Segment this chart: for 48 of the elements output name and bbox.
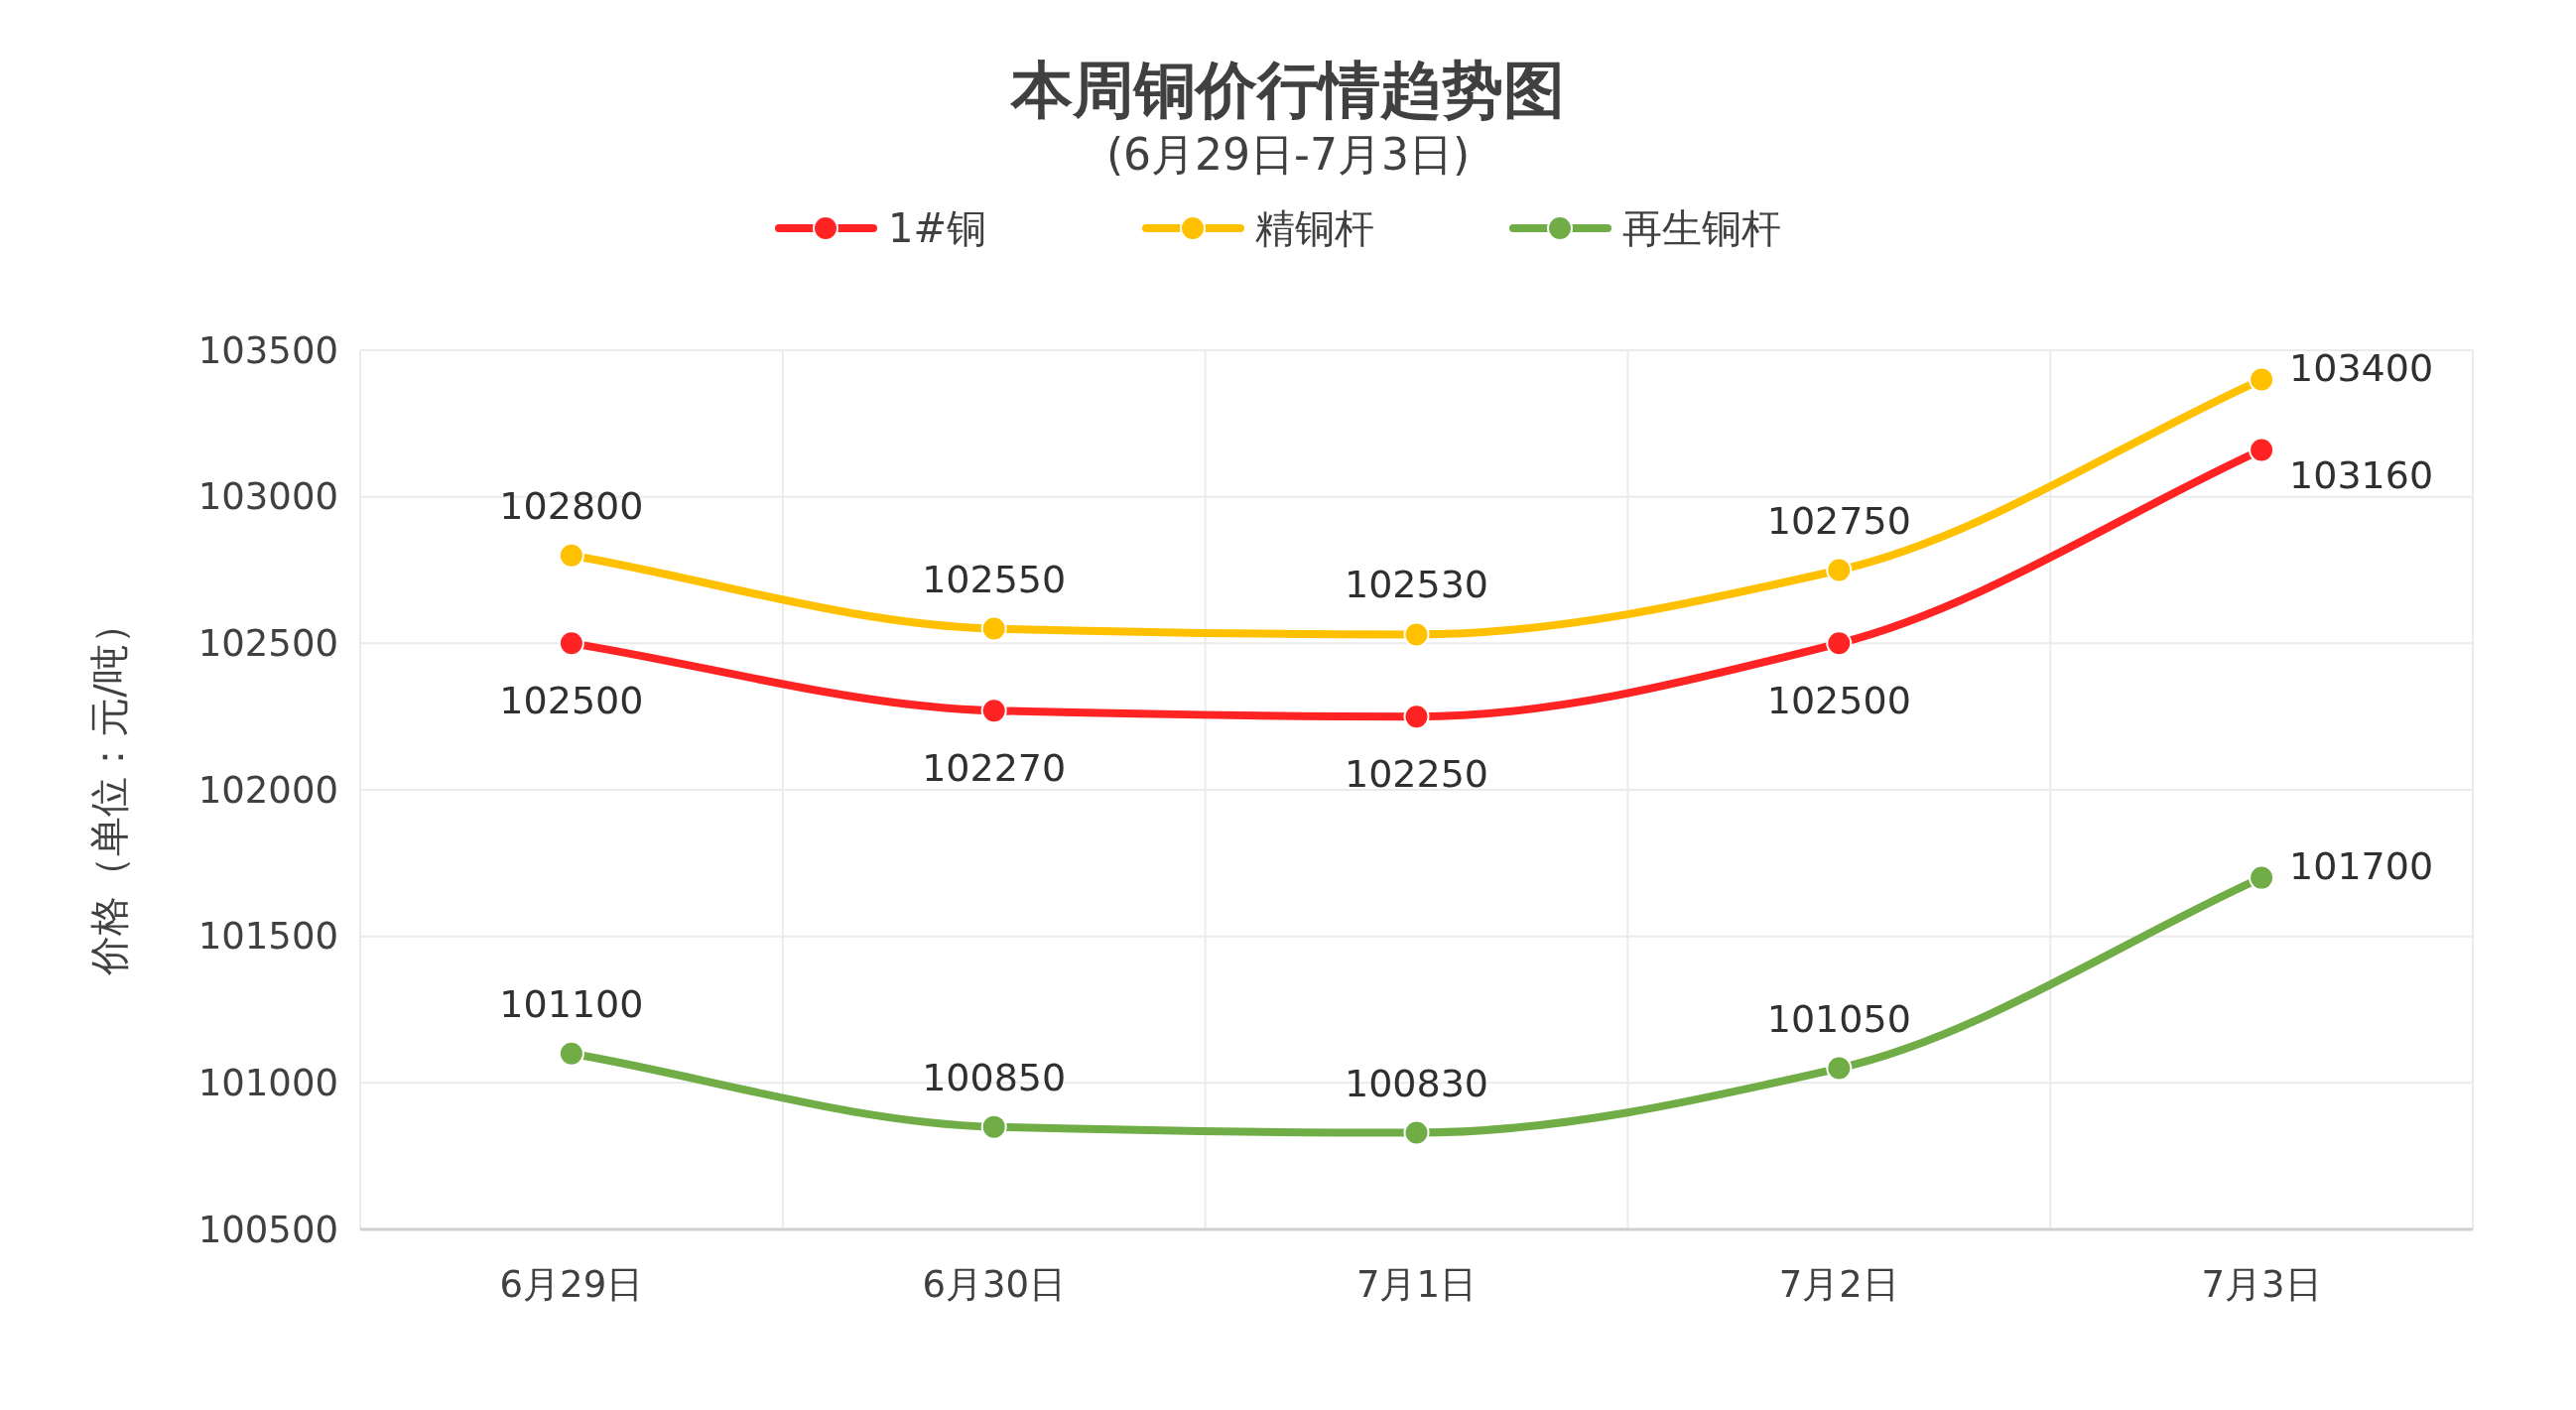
legend-label: 精铜杆 [1255, 205, 1374, 251]
point [2249, 437, 2275, 463]
point [1403, 621, 1430, 648]
point [2249, 366, 2275, 393]
legend-label: 1#铜 [888, 205, 986, 251]
point [558, 630, 584, 657]
data-label: 100830 [1344, 1061, 1489, 1105]
point [1403, 1119, 1430, 1146]
point [1826, 1055, 1853, 1082]
y-tick-label: 102000 [197, 768, 338, 812]
point [2249, 864, 2275, 891]
data-label: 102530 [1344, 563, 1489, 607]
data-label: 101700 [2289, 843, 2434, 888]
point [980, 698, 1007, 724]
data-label: 102500 [1766, 679, 1911, 723]
point [558, 1040, 584, 1067]
point [1826, 630, 1853, 657]
data-label: 102250 [1344, 752, 1489, 797]
point [1826, 557, 1853, 583]
chart-title: 本周铜价行情趋势图 [1009, 53, 1565, 126]
y-tick-label: 102500 [197, 621, 338, 665]
data-label: 102550 [922, 557, 1067, 601]
x-tick-label: 7月1日 [1355, 1262, 1478, 1306]
y-axis-title: 价格（单位：元/吨） [86, 604, 132, 976]
data-label: 101100 [499, 981, 644, 1026]
y-tick-label: 103500 [197, 328, 338, 372]
point [558, 542, 584, 569]
data-label: 100850 [922, 1055, 1067, 1099]
x-tick-label: 6月30日 [922, 1262, 1067, 1306]
data-label: 102500 [499, 679, 644, 723]
x-tick-label: 7月3日 [2201, 1262, 2322, 1306]
y-tick-label: 100500 [197, 1208, 338, 1251]
chart-subtitle: (6月29日-7月3日) [1105, 128, 1471, 180]
data-label: 102800 [499, 483, 644, 528]
y-tick-label: 103000 [197, 475, 338, 519]
data-label: 103400 [2289, 345, 2434, 390]
legend-label: 再生铜杆 [1622, 205, 1781, 251]
y-tick-label: 101000 [197, 1061, 338, 1104]
point [980, 1113, 1007, 1140]
data-label: 102270 [922, 746, 1067, 791]
x-tick-label: 7月2日 [1778, 1262, 1899, 1306]
x-tick-label: 6月29日 [499, 1262, 644, 1306]
data-label: 101050 [1766, 996, 1911, 1041]
data-label: 102750 [1766, 498, 1911, 543]
point [1403, 704, 1430, 730]
point [980, 615, 1007, 642]
y-tick-label: 101500 [197, 915, 338, 959]
data-label: 103160 [2289, 453, 2434, 498]
